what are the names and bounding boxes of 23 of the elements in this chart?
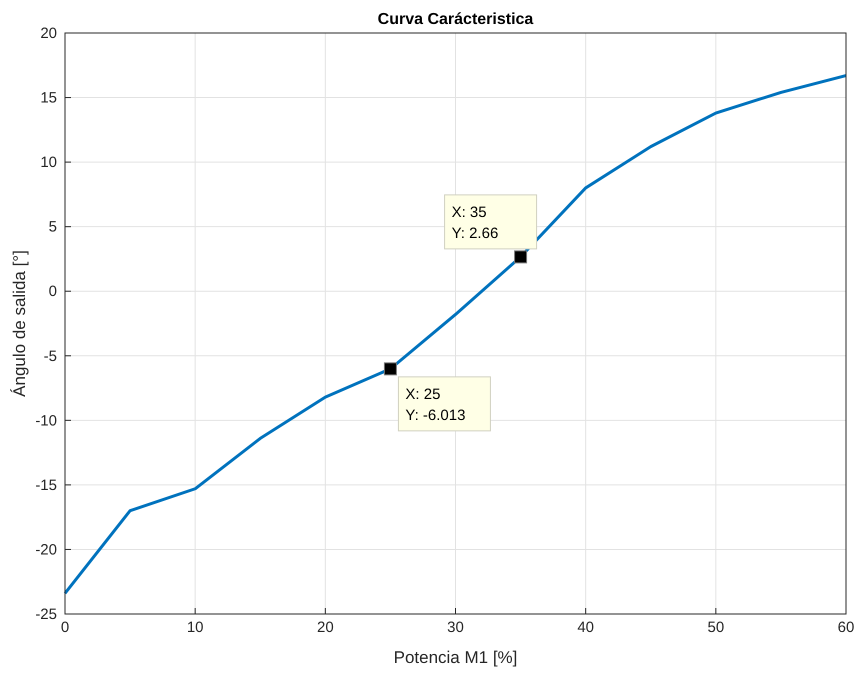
y-tick-label: 0 [48, 283, 57, 300]
y-tick-label: 5 [48, 218, 57, 236]
annotation: X: 35 Y: 2.66 [452, 204, 498, 242]
x-tick-label: 60 [838, 619, 854, 636]
y-tick-label: 20 [40, 25, 57, 42]
y-tick-label: -20 [35, 541, 57, 558]
y-axis-title: Ángulo de salida [°] [10, 250, 29, 397]
x-tick-label: 0 [60, 619, 70, 636]
line-series [64, 74, 848, 595]
y-tick-label: -25 [35, 606, 57, 623]
y-tick-label: -15 [35, 476, 57, 494]
y-tick-label: 10 [40, 154, 57, 172]
annotation: X: 25 Y: -6.013 [405, 386, 466, 424]
x-axis-title: Potencia M1 [%] [394, 648, 518, 667]
x-tick-label: 40 [577, 619, 594, 636]
x-tick-label: 30 [447, 619, 464, 636]
chart-title: Curva Carácteristica [378, 11, 534, 28]
y-tick-label: -10 [35, 412, 57, 430]
y-tick-label: 15 [40, 90, 57, 107]
x-tick-label: 10 [186, 619, 204, 636]
x-tick-label: 50 [707, 619, 724, 636]
x-tick-label: 20 [316, 619, 334, 636]
y-tick-label: -5 [44, 348, 57, 365]
